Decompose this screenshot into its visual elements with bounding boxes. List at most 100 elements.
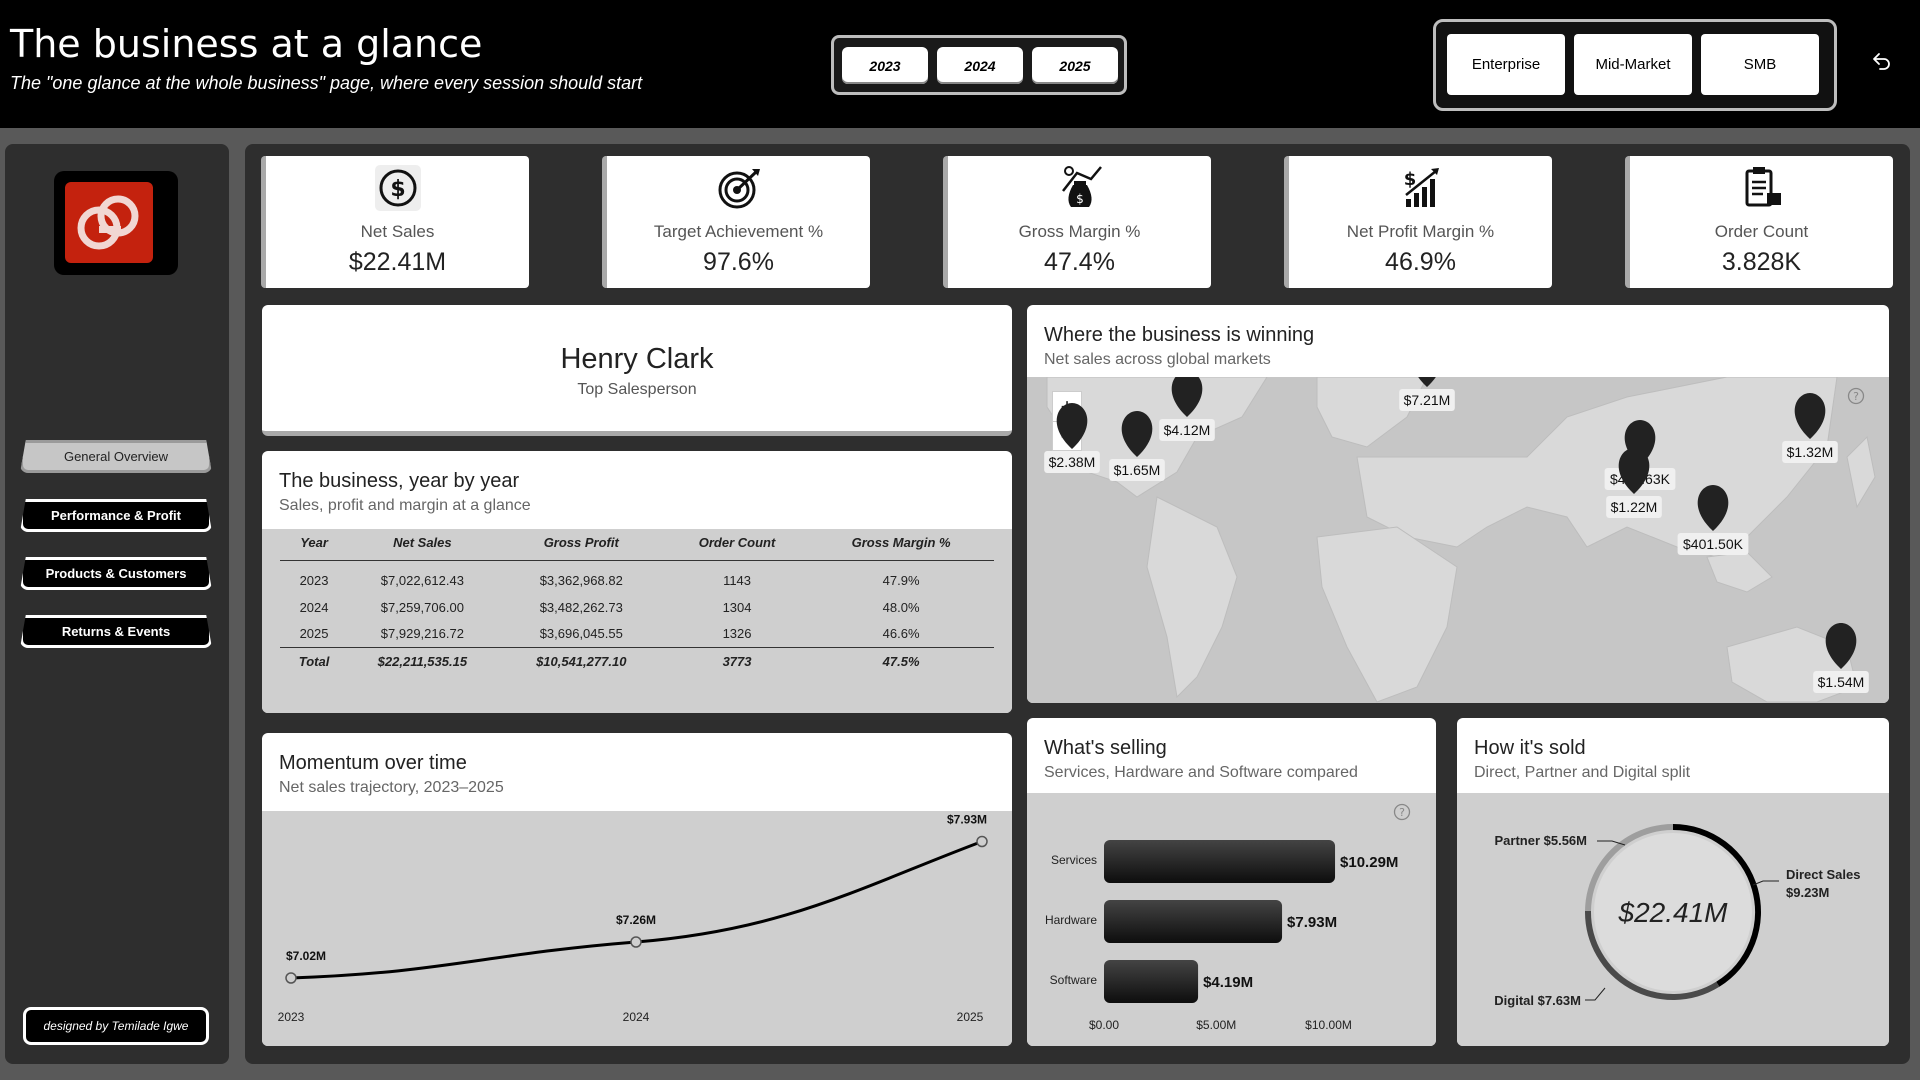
card-title: Where the business is winning bbox=[1044, 324, 1315, 346]
kpi-gross-margin: $ Gross Margin % 47.4% bbox=[943, 156, 1211, 288]
kpi-label: Order Count bbox=[1714, 222, 1809, 241]
sales-channel-donut: $22.41M Direct Sales $9.23M Digital $7.63M P… bbox=[1494, 824, 1860, 1008]
clipboard-icon bbox=[1745, 167, 1781, 207]
leader-line bbox=[1585, 987, 1606, 1001]
map-pin[interactable] bbox=[1794, 393, 1826, 439]
donut-label: Direct Sales bbox=[1786, 867, 1860, 882]
kpi-label: Target Achievement % bbox=[653, 222, 824, 241]
help-icon[interactable]: ? bbox=[1847, 387, 1865, 405]
money-bag-icon: $ bbox=[1061, 166, 1102, 207]
table-cell: $22,211,535.15 bbox=[348, 647, 497, 675]
table-cell: 1304 bbox=[722, 599, 752, 615]
designer-credit: designed by Temilade Igwe bbox=[23, 1007, 209, 1045]
kpi-label: Gross Margin % bbox=[1018, 222, 1141, 241]
year-button-2024[interactable]: 2024 bbox=[937, 47, 1023, 84]
map-pin[interactable] bbox=[1618, 448, 1650, 494]
svg-text:$: $ bbox=[1076, 192, 1084, 206]
kpi-label: Net Profit Margin % bbox=[1346, 222, 1495, 241]
line-point[interactable] bbox=[976, 835, 988, 848]
map-pin[interactable] bbox=[1171, 377, 1203, 417]
year-slicer: 2023 2024 2025 bbox=[831, 35, 1127, 95]
column-header: Gross Margin % bbox=[808, 535, 994, 561]
map-pin[interactable] bbox=[1825, 623, 1857, 669]
map-pin-label: $2.38M bbox=[1049, 454, 1096, 470]
bar-services[interactable] bbox=[1104, 840, 1336, 883]
year-button-2023[interactable]: 2023 bbox=[842, 47, 928, 84]
segment-button-enterprise[interactable]: Enterprise bbox=[1447, 34, 1565, 95]
logo-icon bbox=[77, 195, 139, 250]
donut-slice-digital[interactable] bbox=[1585, 910, 1720, 1000]
segment-button-mid-market[interactable]: Mid-Market bbox=[1574, 34, 1692, 95]
kpi-value: $22.41M bbox=[348, 248, 447, 276]
table-cell: 47.5% bbox=[808, 647, 994, 675]
top-salesperson-label: Top Salesperson bbox=[577, 381, 697, 398]
bar-category-label: Hardware bbox=[1045, 913, 1097, 927]
map-pin[interactable] bbox=[1056, 403, 1088, 449]
table-cell: 1143 bbox=[723, 572, 752, 588]
nav-performance-profit[interactable]: Performance & Profit bbox=[20, 499, 212, 532]
map-pin-label: $1.32M bbox=[1787, 444, 1834, 460]
kpi-value: 97.6% bbox=[703, 248, 774, 276]
x-tick-label: $5.00M bbox=[1196, 1018, 1236, 1032]
table-cell: Total bbox=[280, 647, 349, 675]
column-header: Net Sales bbox=[348, 535, 497, 561]
kpi-value: 47.4% bbox=[1044, 248, 1115, 276]
donut-center-value: $22.41M bbox=[1618, 897, 1729, 928]
map-pin-label: $1.54M bbox=[1818, 674, 1865, 690]
map-area[interactable]: + − ? $7.21M$4.12M$2.38M$1.65M$1.32M$447… bbox=[1027, 376, 1889, 703]
line-point[interactable] bbox=[630, 936, 642, 948]
table-cell: 2025 bbox=[299, 626, 329, 642]
map-pin-label: $401.50K bbox=[1683, 536, 1744, 552]
momentum-card: Momentum over time Net sales trajectory,… bbox=[262, 733, 1012, 1046]
year-button-2025[interactable]: 2025 bbox=[1032, 47, 1118, 84]
back-arrow-icon[interactable] bbox=[1869, 50, 1893, 74]
donut-slice-partner[interactable] bbox=[1585, 824, 1674, 911]
nav-returns-events[interactable]: Returns & Events bbox=[20, 615, 212, 648]
kpi-target-achievement: Target Achievement % 97.6% bbox=[602, 156, 870, 288]
svg-text:$: $ bbox=[390, 177, 405, 202]
table-cell: 47.9% bbox=[882, 572, 920, 588]
bar-software[interactable] bbox=[1104, 960, 1199, 1003]
line-point[interactable] bbox=[285, 972, 297, 984]
momentum-line-chart: $7.02M 2023 $7.26M 2024 $7.93M 2025 bbox=[278, 813, 988, 1024]
map-pin[interactable] bbox=[1121, 411, 1153, 457]
page-title: The business at a glance bbox=[10, 22, 483, 66]
help-icon[interactable]: ? bbox=[1393, 803, 1411, 821]
map-pin-label: $4.12M bbox=[1164, 422, 1211, 438]
x-tick-label: $10.00M bbox=[1305, 1018, 1352, 1032]
kpi-net-sales: $ Net Sales $22.41M bbox=[261, 156, 529, 288]
whats-selling-bar-chart: Services $10.29M Hardware $7.93M Software $4.… bbox=[1045, 840, 1398, 1032]
header-bar: The business at a glance The "one glance… bbox=[0, 0, 1920, 128]
map-pin[interactable] bbox=[1697, 485, 1729, 531]
x-tick-label: $0.00 bbox=[1089, 1018, 1119, 1032]
column-header: Gross Profit bbox=[496, 535, 666, 561]
card-subtitle: Net sales across global markets bbox=[1044, 351, 1271, 368]
table-row: 2023 $7,022,612.43 $3,362,968.82 1143 47… bbox=[280, 561, 994, 594]
donut-slice-direct-sales[interactable] bbox=[1672, 824, 1761, 987]
bar-value-label: $10.29M bbox=[1340, 854, 1398, 871]
table-header-row: Year Net Sales Gross Profit Order Count … bbox=[280, 535, 994, 561]
segment-button-smb[interactable]: SMB bbox=[1701, 34, 1819, 95]
leader-line bbox=[1752, 880, 1779, 886]
data-label: $7.26M bbox=[616, 913, 656, 927]
map-pin-label-bg bbox=[1109, 459, 1165, 481]
bar-hardware[interactable] bbox=[1104, 900, 1283, 943]
kpi-value: 46.9% bbox=[1385, 248, 1456, 276]
map-pin-label-bg bbox=[1677, 533, 1749, 555]
table-cell: $10,541,277.10 bbox=[496, 647, 666, 675]
company-logo bbox=[54, 171, 178, 275]
map-pin[interactable] bbox=[1412, 377, 1443, 387]
bar-category-label: Services bbox=[1051, 853, 1097, 867]
card-title: Momentum over time bbox=[279, 752, 467, 774]
kpi-label: Net Sales bbox=[360, 222, 435, 241]
donut-label: $9.23M bbox=[1786, 885, 1829, 900]
nav-general-overview[interactable]: General Overview bbox=[20, 440, 212, 473]
whats-selling-card: What's selling Services, Hardware and So… bbox=[1027, 718, 1436, 1046]
svg-text:$: $ bbox=[1403, 169, 1416, 190]
card-subtitle: Direct, Partner and Digital split bbox=[1474, 764, 1691, 781]
nav-products-customers[interactable]: Products & Customers bbox=[20, 557, 212, 590]
table-row: 2024 $7,259,706.00 $3,482,262.73 1304 48… bbox=[280, 594, 994, 621]
yearly-table-card: The business, year by year Sales, profit… bbox=[262, 451, 1012, 713]
x-tick-label: 2023 bbox=[278, 1010, 305, 1024]
table-cell: $3,482,262.73 bbox=[539, 599, 623, 615]
